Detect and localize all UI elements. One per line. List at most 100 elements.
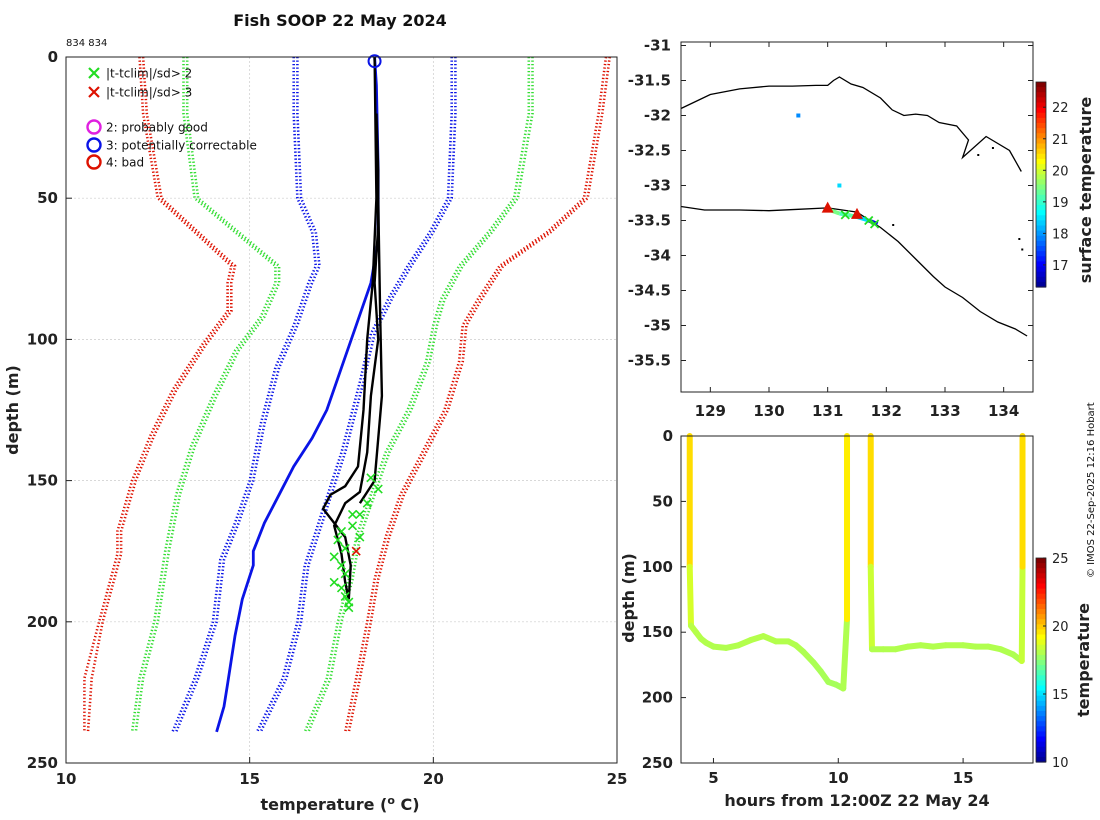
figure-title: Fish SOOP 22 May 2024 [233,11,447,30]
colorbar-swatch [1036,153,1046,160]
colorbar-swatch [1036,756,1046,763]
colorbar-swatch [1036,629,1046,636]
flag-x-marker [864,215,874,226]
colorbar-tick-label: 15 [1052,688,1069,703]
flag-x-marker [336,583,347,593]
x-tick-label: 25 [607,770,628,788]
time-depth-colorbar: 10 15 20 25 [1035,552,1069,771]
legend-x-marker [88,67,100,79]
colorbar-swatch [1036,588,1046,595]
flag-x-marker [340,591,350,601]
flag-x-marker [366,473,376,483]
colorbar-swatch [1036,261,1046,268]
colorbar-swatch [1036,654,1046,661]
colorbar-swatch [1036,649,1046,656]
colorbar-swatch [1036,660,1046,666]
colorbar-swatch [1036,644,1046,651]
profile-grid [66,57,617,763]
isolated-obs-point [837,183,842,188]
colorbar-swatch [1036,117,1046,124]
y-tick-label: 0 [48,48,58,66]
time-depth-content [686,433,1026,692]
series-line-clim-2sd [307,57,534,733]
colorbar-swatch [1036,751,1046,758]
colorbar-swatch [1036,128,1046,134]
x-tick-label: 20 [423,770,444,788]
flag-x-marker [355,509,365,520]
flag-triangle-marker [851,207,863,219]
series-line-clim-1sd [174,57,321,733]
colorbar-swatch [1036,746,1046,753]
colorbar-swatch [1036,240,1046,247]
y-tick-label: 200 [27,613,58,631]
profile-ylabel: depth (m) [3,365,22,455]
colorbar-swatch [1036,680,1046,687]
island-speck [892,224,895,226]
td-x-tick-label: 10 [828,769,849,787]
map-y-tick-label: -35 [644,317,671,335]
coastline [680,76,1022,172]
flag-x-marker [347,521,358,531]
island-speck [991,147,994,149]
series-line-clim-2sd [134,57,281,733]
map-x-tick-label: 134 [988,402,1019,420]
series-line-clim-2sd-b [130,57,277,733]
legend-label: 2: probably good [106,121,208,135]
colorbar-swatch [1036,690,1046,697]
series-line-clim-3sd-b [343,56,608,733]
flag-x-marker [340,543,350,553]
colorbar-tick-label: 22 [1052,101,1069,116]
map-colorbar-label: surface temperature [1076,97,1095,284]
colorbar-swatch [1036,578,1046,585]
isolated-obs-point [796,113,801,118]
series-line-clim-1sd-b [171,57,318,733]
legend-circle-marker [86,137,102,153]
coastline [680,205,1028,337]
flag-x-marker [373,484,383,494]
map-x-tick-label: 133 [929,402,960,420]
y-tick-label: 250 [27,754,58,772]
copyright-label: © IMOS 22-Sep-2025 12:16 Hobart [1086,402,1097,578]
colorbar-swatch [1036,174,1046,180]
colorbar-swatch [1036,246,1046,252]
map-y-tick-label: -35.5 [628,352,671,370]
profile-xlabel: temperature (o C) [260,794,419,814]
map-y-tick-label: -33 [644,177,671,195]
colorbar-swatch [1036,675,1046,681]
temperature-trace-segment [840,616,851,692]
colorbar-swatch [1036,148,1046,155]
colorbar-tick-label: 25 [1052,552,1069,567]
map-y-tick-label: -32.5 [628,142,671,160]
map-colorbar: 17 18 19 20 21 22 [1035,81,1069,288]
colorbar-swatch [1036,726,1046,732]
colorbar-swatch [1036,251,1046,257]
colorbar-tick-label: 20 [1052,164,1069,179]
colorbar-swatch [1036,158,1046,165]
colorbar-tick-label: 10 [1052,756,1069,771]
series-line-clim-3sd-b [83,56,233,732]
colorbar-swatch [1036,92,1046,98]
map-x-tick-label: 129 [695,402,726,420]
colorbar-swatch [1036,705,1046,712]
colorbar-swatch [1036,256,1046,262]
td-y-tick-label: 200 [642,689,673,707]
td-y-tick-label: 0 [663,427,673,445]
colorbar-swatch [1036,194,1046,201]
td-y-tick-label: 150 [642,623,673,641]
colorbar-swatch [1036,614,1046,620]
td-y-tick-label: 100 [642,558,673,576]
colorbar-swatch [1036,624,1046,630]
colorbar-swatch [1036,593,1046,600]
x-tick-label: 15 [239,770,260,788]
flag-x-marker [329,577,339,587]
map-y-tick-label: -32 [644,107,671,125]
colorbar-swatch [1036,573,1046,579]
flag-x-marker [329,552,339,562]
colorbar-swatch [1036,220,1046,227]
map-ticks: 129 130 131 132 133 134 -31 -31.5 -32 -32.5 -33 -33… [628,37,1033,420]
profile-flags [329,54,383,613]
